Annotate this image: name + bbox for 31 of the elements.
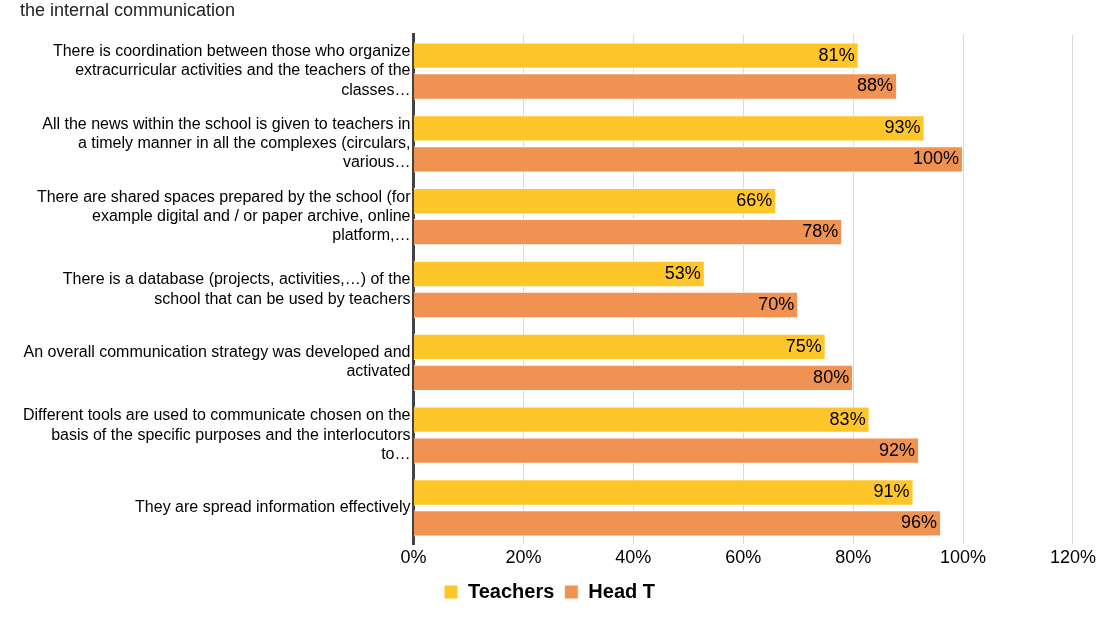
data-label: 100% [913, 148, 960, 169]
data-label: 70% [758, 293, 795, 314]
data-label: 78% [802, 221, 839, 242]
x-tick-label: 60% [725, 547, 762, 568]
data-label: 91% [873, 481, 910, 502]
x-tick-label: 100% [940, 547, 987, 568]
y-tick-label: They are spread information effectively [135, 498, 411, 516]
data-label: 53% [664, 262, 701, 283]
x-tick-label: 120% [1049, 547, 1096, 568]
legend-label: Teachers [467, 579, 555, 602]
data-label: 88% [857, 75, 894, 96]
x-tick-label: 40% [615, 547, 652, 568]
data-label: 66% [736, 190, 773, 211]
y-tick-label: There is a database (projects, activities,…) of the school that can be used by teachers [62, 270, 411, 307]
text: the internal communication [20, 0, 236, 21]
x-tick-label: 0% [400, 547, 427, 568]
legend-label: Head T [588, 579, 656, 602]
data-label: 75% [785, 335, 822, 356]
y-tick-label: Different tools are used to communicate chosen on the basis of the specific purposes and the interlocutors to… [23, 406, 411, 462]
y-tick-label: There is coordination between those who organize extracurricular activities and the teachers of the classes… [52, 42, 411, 98]
data-label: 93% [884, 117, 921, 138]
x-tick-label: 20% [505, 547, 542, 568]
y-tick-label: There are shared spaces prepared by the school (for example digital and / or paper archive, online platform,… [36, 187, 412, 244]
data-label: 80% [813, 366, 850, 387]
data-label: 81% [818, 44, 855, 65]
x-tick-label: 80% [835, 547, 872, 568]
data-label: 83% [829, 408, 866, 429]
data-label: 96% [901, 512, 938, 533]
data-label: 92% [879, 439, 916, 460]
y-tick-label: All the news within the school is given to teachers in a timely manner in all the complexes (circulars, various… [42, 115, 411, 171]
y-tick-label: An overall communication strategy was developed and activated [23, 343, 411, 380]
